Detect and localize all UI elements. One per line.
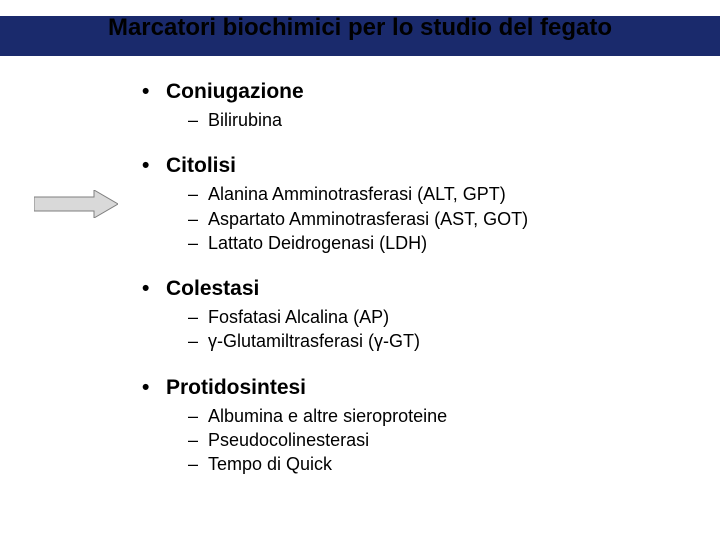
dash-icon: – xyxy=(188,182,208,206)
item-text: Tempo di Quick xyxy=(208,452,332,476)
bullet-icon: • xyxy=(142,154,166,178)
item-text: Fosfatasi Alcalina (AP) xyxy=(208,305,389,329)
section-heading: • Citolisi xyxy=(130,154,690,178)
section-heading: • Protidosintesi xyxy=(130,376,690,400)
dash-icon: – xyxy=(188,305,208,329)
list-item: – Lattato Deidrogenasi (LDH) xyxy=(188,231,690,255)
dash-icon: – xyxy=(188,231,208,255)
dash-icon: – xyxy=(188,428,208,452)
item-text: Albumina e altre sieroproteine xyxy=(208,404,447,428)
list-item: – Tempo di Quick xyxy=(188,452,690,476)
section-heading: • Colestasi xyxy=(130,277,690,301)
list-item: – Pseudocolinesterasi xyxy=(188,428,690,452)
title-bar: Marcatori biochimici per lo studio del f… xyxy=(0,0,720,56)
heading-text: Protidosintesi xyxy=(166,376,306,400)
heading-text: Colestasi xyxy=(166,277,259,301)
item-text: Bilirubina xyxy=(208,108,282,132)
section-heading: • Coniugazione xyxy=(130,80,690,104)
arrow-right-icon xyxy=(34,190,118,218)
heading-text: Citolisi xyxy=(166,154,236,178)
list-item: – Alanina Amminotrasferasi (ALT, GPT) xyxy=(188,182,690,206)
sub-list: – Alanina Amminotrasferasi (ALT, GPT) – … xyxy=(188,182,690,255)
bullet-icon: • xyxy=(142,80,166,104)
item-text: Pseudocolinesterasi xyxy=(208,428,369,452)
item-text: Alanina Amminotrasferasi (ALT, GPT) xyxy=(208,182,506,206)
list-item: – Aspartato Amminotrasferasi (AST, GOT) xyxy=(188,207,690,231)
slide-title: Marcatori biochimici per lo studio del f… xyxy=(108,14,612,42)
item-text: Lattato Deidrogenasi (LDH) xyxy=(208,231,427,255)
arrow-callout xyxy=(34,190,118,218)
section-citolisi: • Citolisi – Alanina Amminotrasferasi (A… xyxy=(130,154,690,255)
list-item: – Albumina e altre sieroproteine xyxy=(188,404,690,428)
content-area: • Coniugazione – Bilirubina • Citolisi –… xyxy=(130,80,690,499)
list-item: – Fosfatasi Alcalina (AP) xyxy=(188,305,690,329)
list-item: – Bilirubina xyxy=(188,108,690,132)
dash-icon: – xyxy=(188,207,208,231)
section-coniugazione: • Coniugazione – Bilirubina xyxy=(130,80,690,132)
section-protidosintesi: • Protidosintesi – Albumina e altre sier… xyxy=(130,376,690,477)
heading-text: Coniugazione xyxy=(166,80,304,104)
list-item: – γ-Glutamiltrasferasi (γ-GT) xyxy=(188,329,690,353)
dash-icon: – xyxy=(188,329,208,353)
section-colestasi: • Colestasi – Fosfatasi Alcalina (AP) – … xyxy=(130,277,690,354)
sub-list: – Albumina e altre sieroproteine – Pseud… xyxy=(188,404,690,477)
dash-icon: – xyxy=(188,108,208,132)
sub-list: – Fosfatasi Alcalina (AP) – γ-Glutamiltr… xyxy=(188,305,690,354)
dash-icon: – xyxy=(188,452,208,476)
arrow-shape xyxy=(34,190,118,218)
bullet-icon: • xyxy=(142,376,166,400)
item-text: γ-Glutamiltrasferasi (γ-GT) xyxy=(208,329,420,353)
dash-icon: – xyxy=(188,404,208,428)
bullet-icon: • xyxy=(142,277,166,301)
item-text: Aspartato Amminotrasferasi (AST, GOT) xyxy=(208,207,528,231)
sub-list: – Bilirubina xyxy=(188,108,690,132)
